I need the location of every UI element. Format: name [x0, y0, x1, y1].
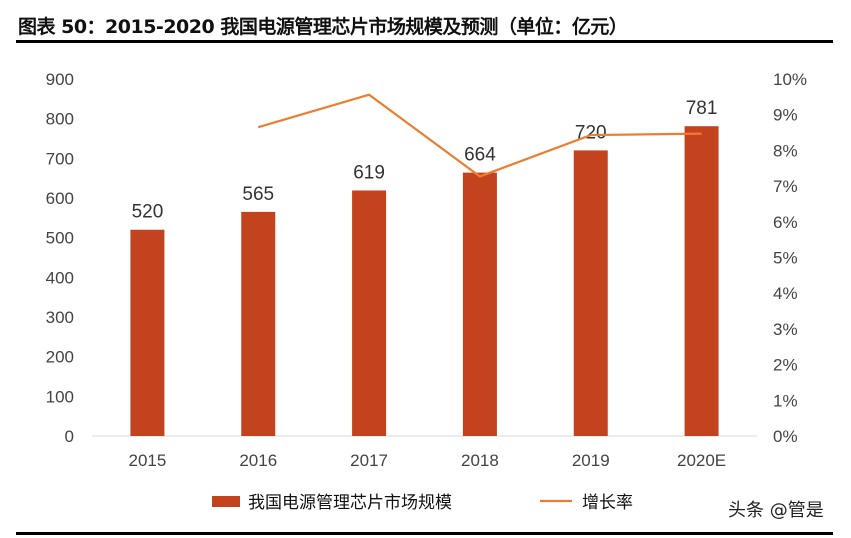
- bar: [462, 172, 497, 436]
- y-left-tick: 200: [46, 348, 74, 367]
- watermark: 头条 @管是: [728, 500, 824, 521]
- y-right-tick: 6%: [773, 213, 798, 232]
- bar: [241, 211, 276, 436]
- y-left-tick: 800: [46, 110, 74, 129]
- data-label: 619: [353, 162, 385, 183]
- data-label: 520: [132, 202, 164, 223]
- chart-title: 图表 50：2015-2020 我国电源管理芯片市场规模及预测（单位：亿元）: [18, 16, 628, 38]
- data-label: 664: [464, 145, 496, 166]
- footer-rule: [16, 532, 833, 535]
- y-left-tick: 0: [65, 427, 74, 446]
- x-tick: 2020E: [677, 451, 726, 470]
- bar: [352, 190, 387, 436]
- y-left-tick: 100: [46, 387, 74, 406]
- data-label: 781: [686, 98, 718, 119]
- bar: [130, 229, 165, 436]
- y-left-tick: 500: [46, 229, 74, 248]
- x-tick: 2015: [129, 451, 167, 470]
- y-right-tick: 3%: [773, 320, 798, 339]
- title-rule: [16, 40, 833, 43]
- y-right-tick: 0%: [773, 427, 798, 446]
- y-left-tick: 900: [46, 70, 74, 89]
- y-right-tick: 7%: [773, 177, 798, 196]
- y-right-tick: 1%: [773, 391, 798, 410]
- bar: [573, 150, 608, 436]
- bar: [684, 126, 719, 436]
- x-tick: 2016: [239, 451, 277, 470]
- y-right-tick: 5%: [773, 249, 798, 268]
- legend-label-line: 增长率: [582, 493, 633, 513]
- legend-swatch-bar: [212, 496, 240, 507]
- x-tick: 2019: [572, 451, 610, 470]
- y-left-tick: 300: [46, 308, 74, 327]
- y-left-tick: 700: [46, 149, 74, 168]
- x-tick: 2018: [461, 451, 499, 470]
- y-right-tick: 10%: [773, 70, 807, 89]
- x-tick: 2017: [350, 451, 388, 470]
- y-right-tick: 9%: [773, 106, 798, 125]
- y-left-tick: 600: [46, 189, 74, 208]
- y-right-tick: 8%: [773, 141, 798, 160]
- y-left-tick: 400: [46, 268, 74, 287]
- legend-label-bar: 我国电源管理芯片市场规模: [248, 493, 452, 513]
- y-right-tick: 2%: [773, 356, 798, 375]
- data-label: 565: [242, 184, 274, 205]
- y-right-tick: 4%: [773, 284, 798, 303]
